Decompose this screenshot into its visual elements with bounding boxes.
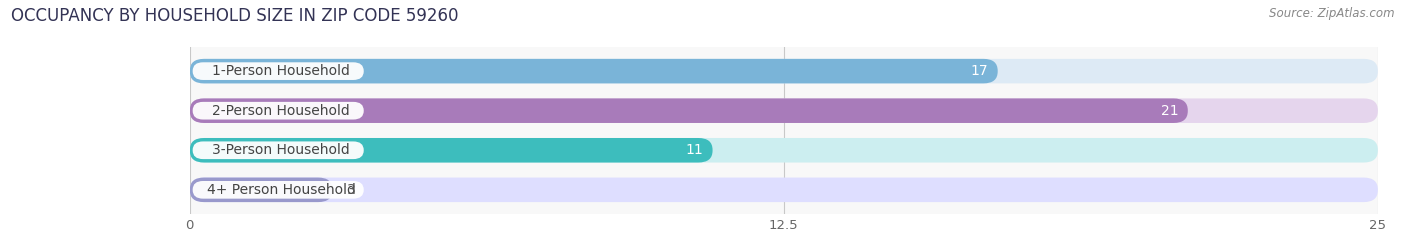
- FancyBboxPatch shape: [190, 138, 713, 163]
- FancyBboxPatch shape: [190, 98, 1188, 123]
- Text: 4+ Person Household: 4+ Person Household: [207, 183, 356, 197]
- Text: OCCUPANCY BY HOUSEHOLD SIZE IN ZIP CODE 59260: OCCUPANCY BY HOUSEHOLD SIZE IN ZIP CODE …: [11, 7, 458, 25]
- Text: 3-Person Household: 3-Person Household: [212, 143, 350, 157]
- Text: 2-Person Household: 2-Person Household: [212, 104, 350, 118]
- FancyBboxPatch shape: [190, 59, 1378, 83]
- Text: Source: ZipAtlas.com: Source: ZipAtlas.com: [1270, 7, 1395, 20]
- Text: 1-Person Household: 1-Person Household: [212, 64, 350, 78]
- Text: 21: 21: [1161, 104, 1178, 118]
- Text: 11: 11: [685, 143, 703, 157]
- Text: 3: 3: [347, 183, 356, 197]
- FancyBboxPatch shape: [190, 138, 1378, 163]
- Text: 17: 17: [970, 64, 988, 78]
- FancyBboxPatch shape: [190, 178, 1378, 202]
- FancyBboxPatch shape: [190, 178, 332, 202]
- FancyBboxPatch shape: [190, 59, 998, 83]
- FancyBboxPatch shape: [193, 102, 364, 120]
- FancyBboxPatch shape: [190, 98, 1378, 123]
- FancyBboxPatch shape: [193, 141, 364, 159]
- FancyBboxPatch shape: [193, 181, 364, 199]
- FancyBboxPatch shape: [193, 62, 364, 80]
